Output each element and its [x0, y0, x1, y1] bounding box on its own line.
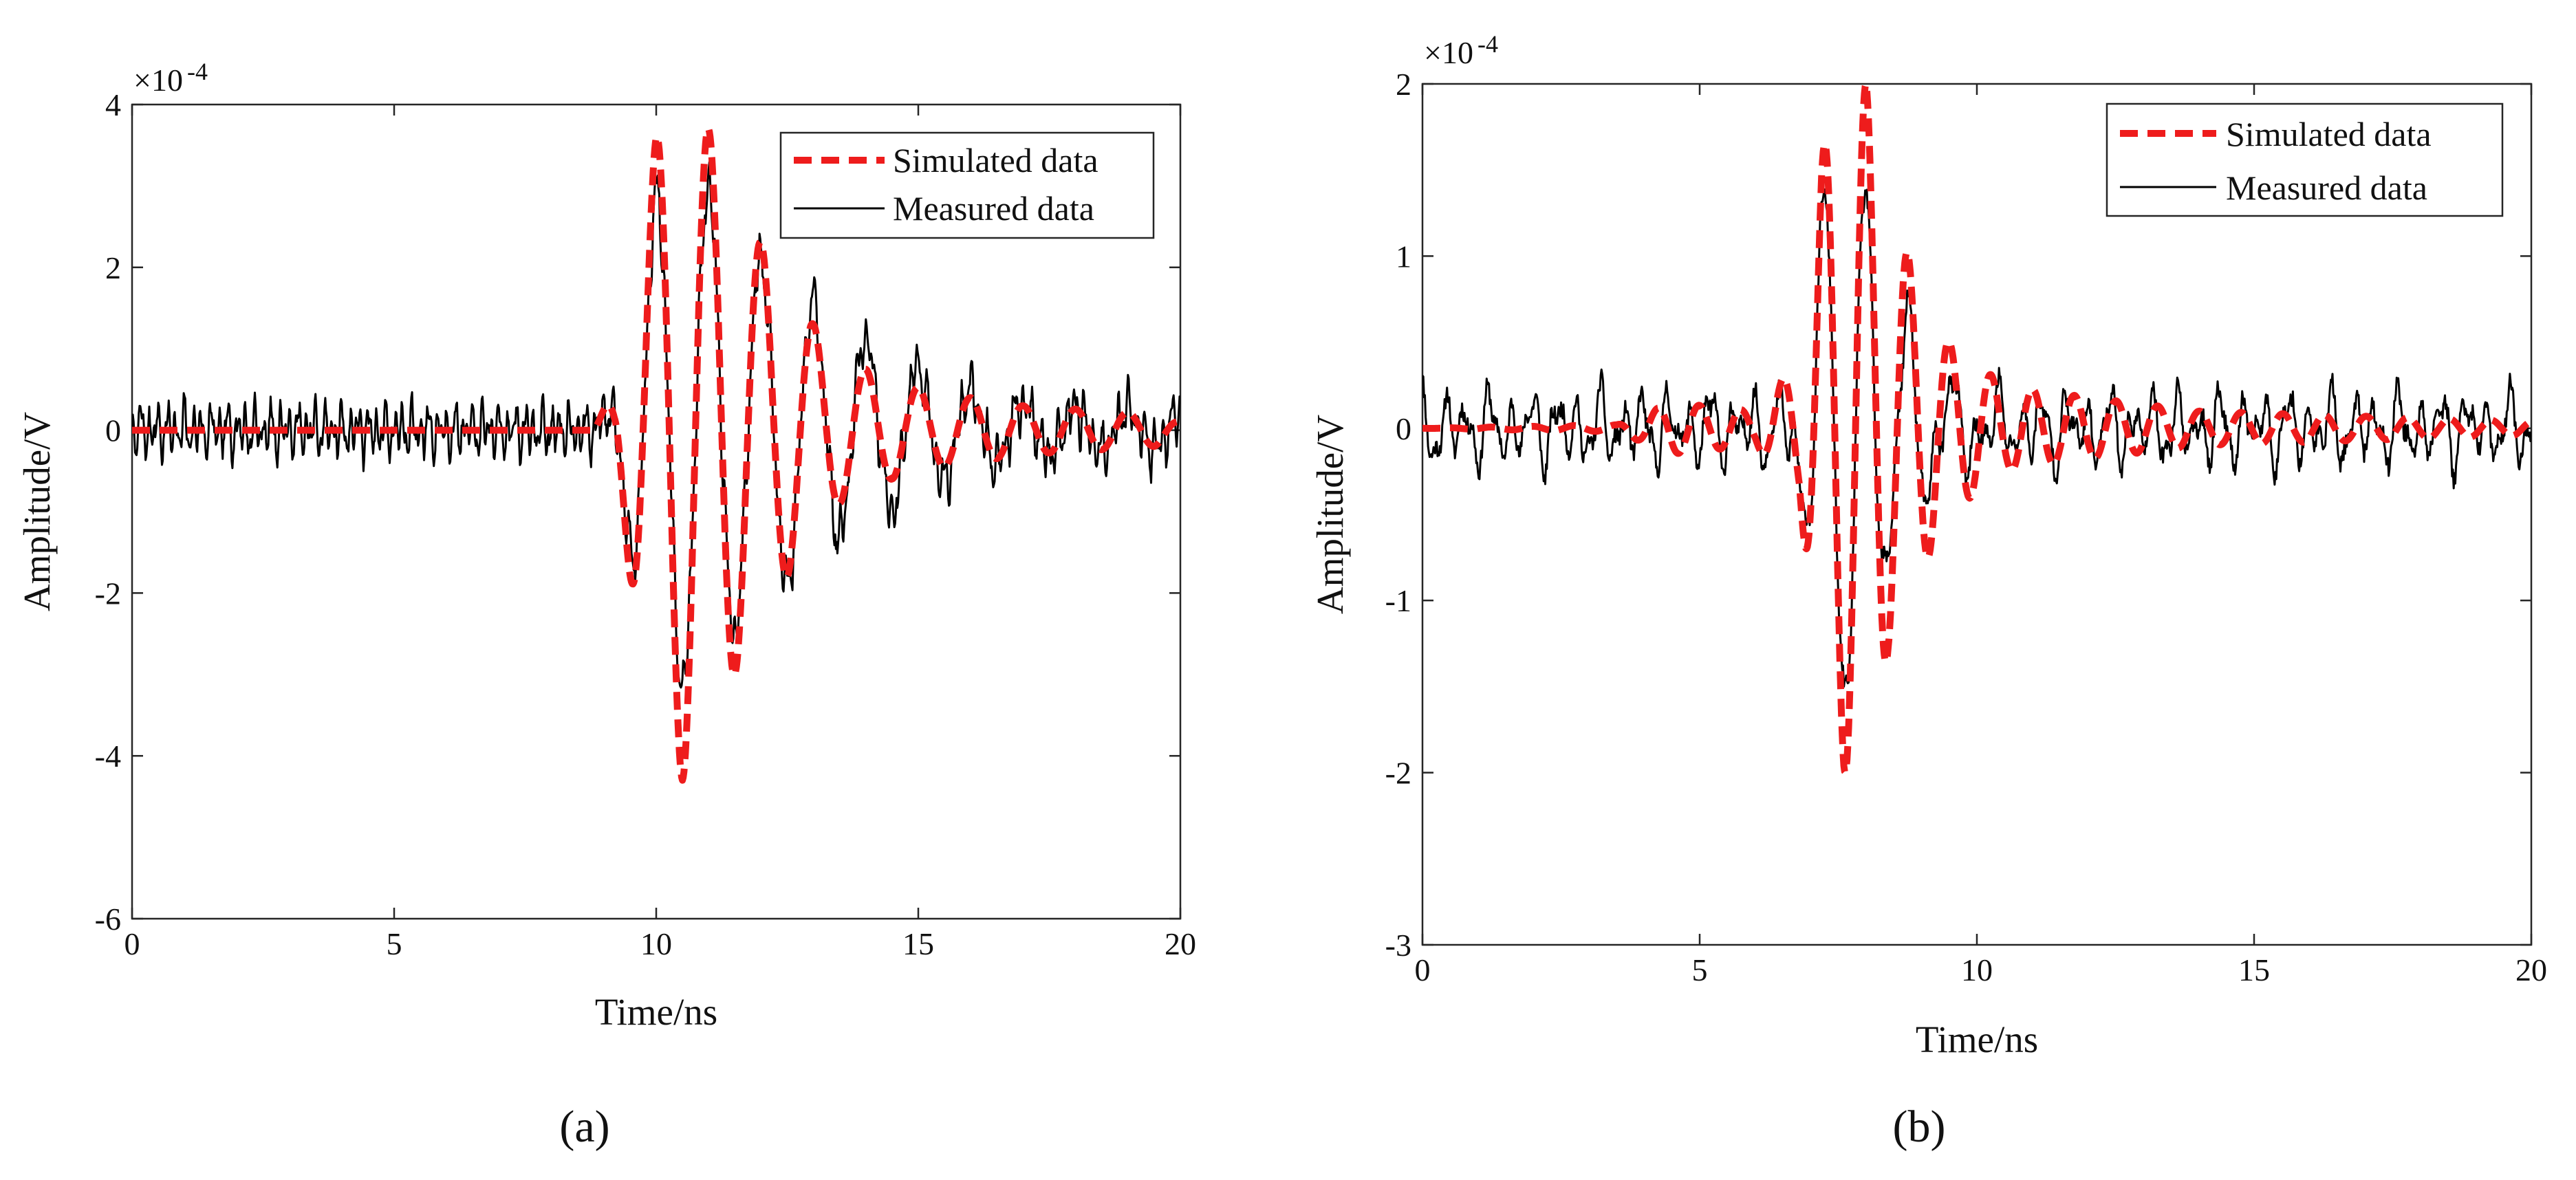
y-exponent-label-a: ×10 [133, 63, 183, 98]
legend-b: Simulated data Measured data [2106, 102, 2504, 217]
y-exponent-power-b: -4 [1478, 30, 1498, 58]
series-layer-b [1422, 84, 2531, 776]
legend-box-a [779, 131, 1155, 239]
y-exponent-label-b: ×10 [1424, 35, 1473, 70]
series-line-simulated-b [1422, 84, 2531, 776]
x-tick-label-a: 5 [387, 926, 402, 961]
panel-label-a: (a) [559, 1102, 609, 1152]
plot-area-b [1421, 83, 2533, 946]
y-axis-label-a: Amplitude/V [16, 412, 58, 612]
y-exponent-power-a: -4 [187, 58, 208, 85]
legend-label-simulated-a: Simulated data [893, 141, 1098, 179]
y-tick-label-b: 2 [1396, 67, 1411, 102]
ticks-b: 0 5 10 15 20 -3 -2 -1 0 1 2 [1385, 67, 2547, 987]
series-layer-a [132, 125, 1180, 784]
ticks-a: 0 5 10 15 20 -6 -4 -2 0 2 4 [95, 87, 1196, 961]
x-axis-label-a: Time/ns [595, 991, 717, 1033]
y-axis-label-b: Amplitude/V [1309, 415, 1351, 615]
legend-label-simulated-b: Simulated data [2226, 115, 2432, 153]
panel-label-b: (b) [1893, 1102, 1946, 1152]
x-tick-label-a: 15 [902, 926, 934, 961]
panel-a: 0 5 10 15 20 -6 -4 -2 0 2 4 ×10 -4 Time/ns Amplitu… [16, 58, 1196, 1152]
plot-area-a [131, 103, 1182, 920]
series-line-simulated-a [132, 125, 1180, 784]
x-tick-label-b: 20 [2515, 952, 2547, 987]
y-tick-label-a: 4 [105, 87, 121, 122]
y-tick-label-a: 2 [105, 250, 121, 285]
x-tick-label-b: 15 [2238, 952, 2270, 987]
y-tick-label-b: -1 [1385, 583, 1411, 618]
y-tick-label-b: -3 [1385, 928, 1411, 963]
y-tick-label-b: -2 [1385, 756, 1411, 791]
x-axis-label-b: Time/ns [1916, 1018, 2038, 1060]
y-tick-label-a: -2 [95, 576, 121, 611]
x-tick-label-a: 10 [640, 926, 672, 961]
x-tick-label-a: 20 [1165, 926, 1196, 961]
y-tick-label-b: 0 [1396, 411, 1411, 446]
y-tick-label-b: 1 [1396, 239, 1411, 274]
legend-label-measured-a: Measured data [893, 189, 1094, 228]
x-tick-label-b: 5 [1692, 952, 1708, 987]
legend-label-measured-b: Measured data [2226, 168, 2427, 207]
x-tick-label-b: 10 [1961, 952, 1993, 987]
y-tick-label-a: -6 [95, 902, 121, 937]
legend-a: Simulated data Measured data [779, 131, 1155, 239]
panel-b: 0 5 10 15 20 -3 -2 -1 0 1 2 ×10 -4 Time/ns Amplitu… [1309, 30, 2547, 1152]
y-tick-label-a: -4 [95, 739, 121, 774]
y-tick-label-a: 0 [105, 413, 121, 448]
x-tick-label-a: 0 [125, 926, 140, 961]
legend-box-b [2106, 102, 2504, 217]
x-tick-label-b: 0 [1415, 952, 1431, 987]
